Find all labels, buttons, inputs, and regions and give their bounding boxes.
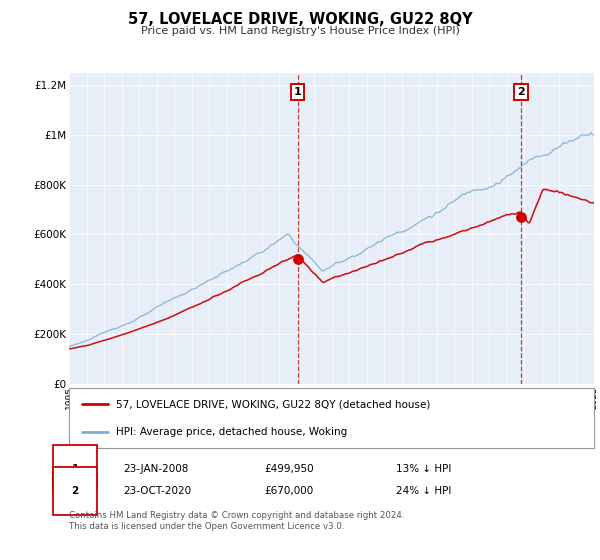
Text: 23-OCT-2020: 23-OCT-2020	[123, 486, 191, 496]
Text: 24% ↓ HPI: 24% ↓ HPI	[396, 486, 451, 496]
Point	[516, 213, 526, 222]
Text: Contains HM Land Registry data © Crown copyright and database right 2024.: Contains HM Land Registry data © Crown c…	[69, 511, 404, 520]
Text: £670,000: £670,000	[264, 486, 313, 496]
Text: HPI: Average price, detached house, Woking: HPI: Average price, detached house, Woki…	[116, 427, 347, 437]
Text: 57, LOVELACE DRIVE, WOKING, GU22 8QY (detached house): 57, LOVELACE DRIVE, WOKING, GU22 8QY (de…	[116, 399, 431, 409]
Text: 23-JAN-2008: 23-JAN-2008	[123, 464, 188, 474]
Text: This data is licensed under the Open Government Licence v3.0.: This data is licensed under the Open Gov…	[69, 522, 344, 531]
Text: 2: 2	[71, 486, 79, 496]
Text: 1: 1	[294, 87, 302, 97]
Text: 1: 1	[71, 464, 79, 474]
Text: 13% ↓ HPI: 13% ↓ HPI	[396, 464, 451, 474]
Text: £499,950: £499,950	[264, 464, 314, 474]
Point	[293, 255, 302, 264]
Text: 57, LOVELACE DRIVE, WOKING, GU22 8QY: 57, LOVELACE DRIVE, WOKING, GU22 8QY	[128, 12, 472, 27]
Text: Price paid vs. HM Land Registry's House Price Index (HPI): Price paid vs. HM Land Registry's House …	[140, 26, 460, 36]
Text: 2: 2	[517, 87, 525, 97]
